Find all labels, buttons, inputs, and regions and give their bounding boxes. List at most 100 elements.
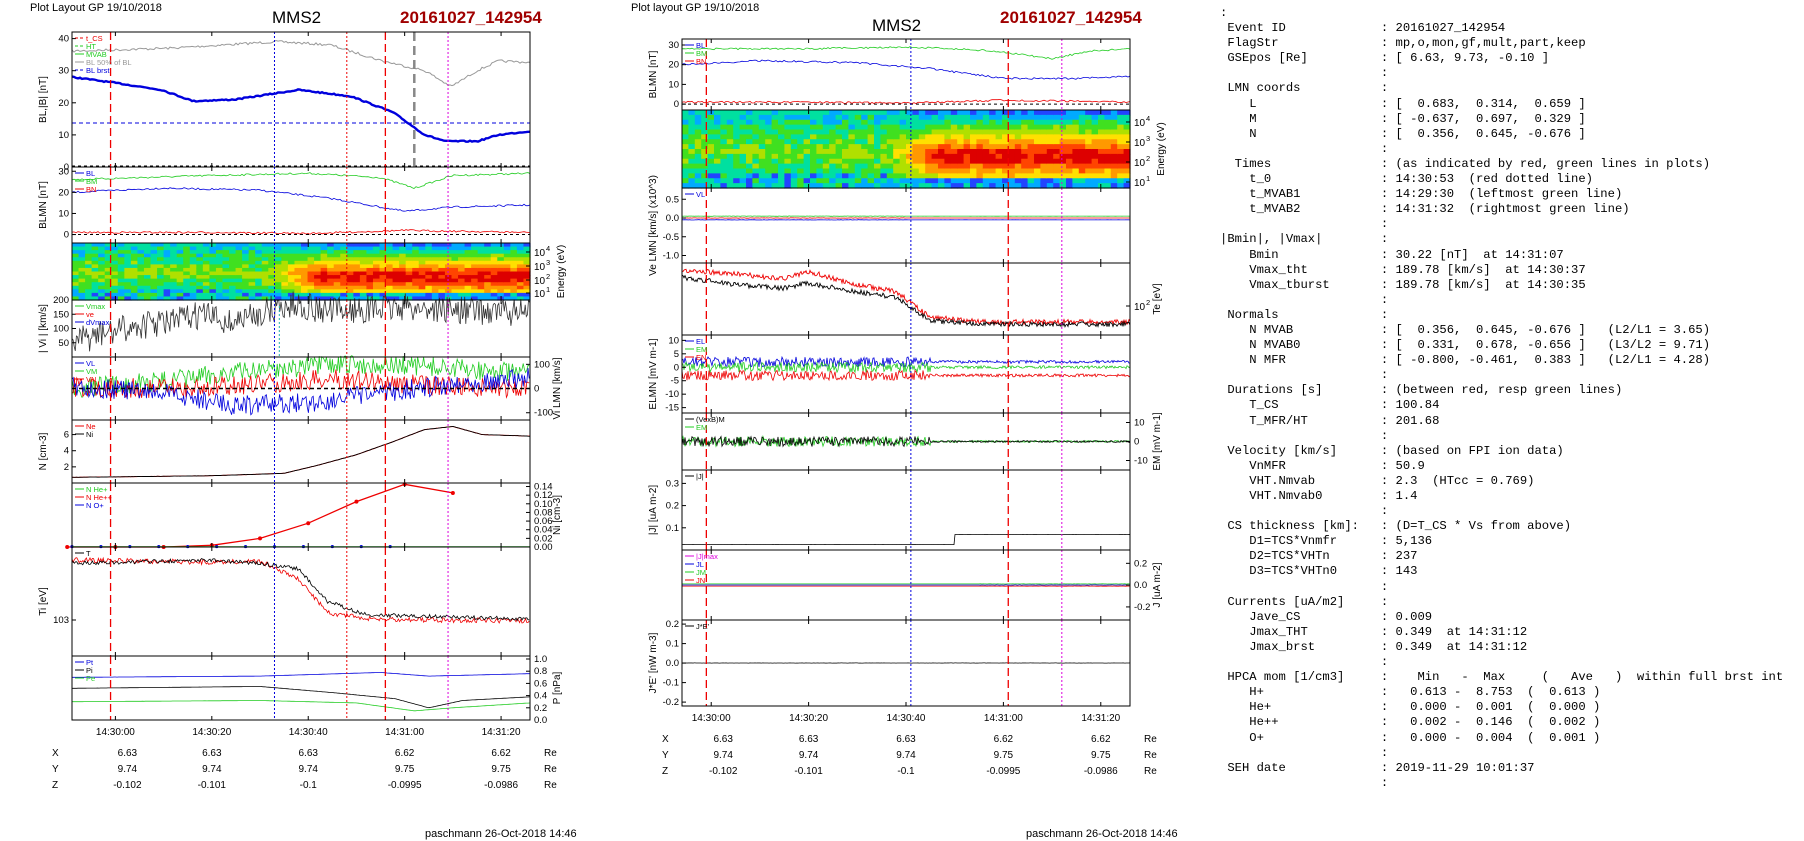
ion-spectrogram-cell [157,257,165,262]
electron-spectrogram-cell [1091,158,1099,165]
electron-spectrogram-cell [976,119,984,126]
legend-label: EL [696,337,705,346]
electron-spectrogram-cell [1034,149,1041,155]
electron-spectrogram-cell [784,153,792,160]
electron-spectrogram-cell [707,139,715,145]
electron-spectrogram-cell [893,144,901,150]
electron-spectrogram-cell [1040,144,1048,150]
ion-spectrogram-cell [183,250,191,255]
ion-spectrogram-cell [150,250,158,255]
ion-spectrogram-cell [503,285,511,290]
ion-spectrogram-cell [320,285,328,290]
ion-spectrogram-cell [143,296,152,301]
electron-spectrogram-cell [848,124,856,131]
ion-spectrogram-cell [150,275,158,280]
ion-spectrogram-cell [320,282,328,287]
electron-spectrogram-cell [918,144,926,150]
ion-spectrogram-cell [209,264,217,269]
ion-spectrogram-cell [202,292,210,298]
electron-spectrogram-cell [848,183,856,189]
electron-spectrogram-cell [790,183,798,189]
ion-spectrogram-cell [353,267,361,273]
electron-spectrogram-cell [1078,119,1086,126]
electron-spectrogram-cell [957,139,965,145]
electron-spectrogram-cell [746,144,753,150]
ion-spectrogram-cell [215,289,224,294]
ion-spectrogram-cell [379,271,387,276]
ion-spectrogram-cell [497,275,505,280]
electron-spectrogram-cell [950,158,958,165]
electron-spectrogram-cell [752,119,760,126]
electron-spectrogram-cell [803,119,811,126]
electron-spectrogram-cell [1040,178,1048,184]
ion-spectrogram-cell [464,296,472,301]
ion-spectrogram-cell [150,243,158,248]
ion-spectrogram-cell [320,257,328,262]
legend-label: N He+ [86,485,108,494]
electron-spectrogram-cell [886,119,894,126]
ion-spectrogram-cell [202,278,210,283]
summary-line: D2=TCS*VHTn : 237 [1220,549,1418,564]
ion-spectrogram-cell [189,250,197,255]
electron-spectrogram-cell [682,178,689,184]
electron-spectrogram-cell [822,178,830,184]
electron-spectrogram-cell [733,129,741,135]
summary-line: : [1220,745,1389,760]
ion-spectrogram-cell [274,264,282,269]
ion-spectrogram-cell [281,250,289,255]
electron-spectrogram-cell [810,153,817,160]
ion-spectrogram-cell [281,271,289,276]
ion-spectrogram-cell [163,292,171,298]
electron-spectrogram-cell [867,144,875,150]
electron-spectrogram-cell [1040,114,1048,121]
electron-spectrogram-cell [1085,124,1093,131]
ion-spectrogram-cell [359,246,368,251]
ion-spectrogram-cell [91,257,99,262]
electron-spectrogram-cell [803,139,811,145]
ion-spectrogram-cell [170,292,178,298]
ion-spectrogram-cell [268,260,276,265]
electron-spectrogram-cell [861,144,869,150]
electron-spectrogram-cell [886,129,894,135]
electron-spectrogram-cell [918,149,926,155]
ion-spectrogram-cell [438,267,446,273]
electron-spectrogram-cell [746,134,753,140]
ion-spectrogram-cell [117,264,125,269]
ion-spectrogram-cell [392,296,400,301]
ion-spectrogram-cell [117,267,125,273]
ion-spectrogram-cell [497,292,505,298]
electron-spectrogram-cell [918,129,926,135]
ion-spectrogram-cell [130,243,139,248]
position-value: -0.0986 [1084,766,1118,777]
ion-spectrogram-cell [425,292,433,298]
electron-spectrogram-cell [1027,168,1035,174]
electron-spectrogram-cell [707,168,715,174]
ion-spectrogram-cell [294,282,302,287]
ion-spectrogram-cell [327,282,335,287]
electron-spectrogram-cell [803,158,811,165]
electron-spectrogram-cell [1040,183,1048,189]
panel-j: 0.30.20.1|J| [uA m-2]|J| [648,469,1131,551]
electron-spectrogram-cell [1066,119,1073,126]
electron-spectrogram-cell [733,110,741,116]
electron-spectrogram-cell [682,168,689,174]
electron-spectrogram-cell [1104,144,1112,150]
ion-spectrogram-cell [379,264,387,269]
ion-spectrogram-cell [176,253,184,258]
electron-spectrogram-cell [1078,158,1086,165]
ion-spectrogram-cell [209,275,217,280]
ion-spectrogram-cell [222,260,230,265]
ion-spectrogram-cell [516,275,525,280]
electron-spectrogram-cell [1021,173,1029,179]
electron-spectrogram-cell [1053,173,1061,179]
ion-spectrogram-cell [183,271,191,276]
ion-spectrogram-cell [353,271,361,276]
y-axis-label: ELMN [mV m-1] [648,338,659,409]
ion-spectrogram-cell [170,275,178,280]
electron-spectrogram-cell [899,114,907,121]
ion-spectrogram-cell [516,250,525,255]
ion-spectrogram-cell [196,257,204,262]
